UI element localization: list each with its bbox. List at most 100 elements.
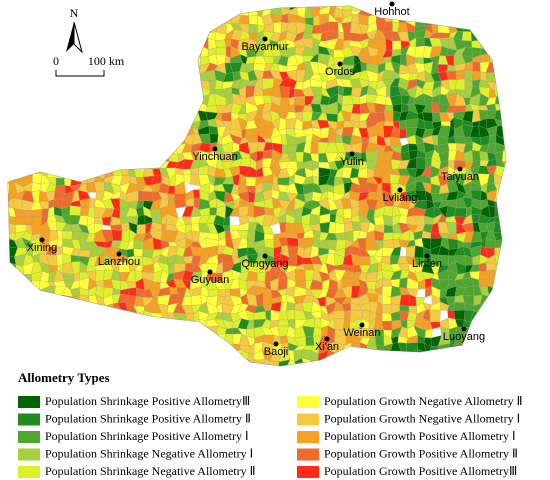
county-cell (46, 358, 58, 366)
legend-label: Population Growth Negative Allometry Ⅱ (324, 394, 523, 408)
county-cell (174, 48, 186, 58)
county-cell (206, 350, 219, 361)
county-cell (382, 366, 393, 376)
county-cell (63, 312, 73, 321)
county-cell (49, 285, 56, 298)
county-cell (56, 13, 65, 27)
county-cell (414, 45, 425, 58)
county-cell (286, 309, 296, 321)
county-cell (135, 30, 143, 42)
county-cell (144, 149, 154, 159)
county-cell (45, 117, 57, 130)
county-cell (431, 101, 440, 113)
county-cell (208, 342, 219, 351)
county-cell (522, 350, 530, 361)
county-cell (37, 46, 47, 59)
county-cell (150, 326, 163, 337)
county-cell (520, 190, 530, 203)
county-cell (158, 110, 170, 122)
county-cell (8, 294, 15, 305)
county-cell (512, 62, 523, 74)
legend-title: Allometry Types (18, 370, 110, 385)
county-cell (8, 238, 11, 250)
county-cell (502, 126, 506, 139)
county-cell (8, 350, 18, 360)
county-cell (167, 317, 176, 331)
county-cell (62, 230, 73, 240)
county-cell (29, 125, 42, 138)
county-cell (233, 368, 241, 377)
county-cell (431, 361, 439, 366)
county-cell (8, 365, 11, 366)
county-cell (382, 303, 392, 314)
county-cell (104, 30, 115, 42)
county-cell (8, 109, 10, 121)
county-cell (152, 94, 162, 104)
county-cell (94, 14, 106, 25)
county-cell (56, 126, 64, 136)
county-cell (437, 14, 448, 26)
county-cell (205, 326, 219, 338)
county-cell (150, 312, 162, 321)
county-cell (86, 142, 97, 154)
county-cell (270, 375, 282, 386)
county-cell (399, 304, 410, 312)
county-cell (101, 111, 112, 122)
county-cell (118, 326, 127, 336)
county-cell (198, 16, 211, 24)
county-cell (375, 111, 386, 123)
county-cell (128, 133, 139, 146)
county-cell (223, 358, 235, 366)
county-cell (399, 362, 410, 366)
county-cell (71, 93, 81, 107)
county-cell (341, 6, 353, 11)
county-cell (48, 317, 59, 331)
county-cell (383, 215, 393, 227)
county-cell (486, 15, 496, 24)
county-cell (69, 141, 83, 155)
county-cell (518, 166, 528, 175)
county-cell (174, 370, 186, 376)
county-cell (432, 9, 441, 16)
county-cell (191, 38, 202, 50)
county-cell (503, 69, 506, 82)
county-cell (177, 374, 186, 386)
county-cell (24, 286, 33, 297)
county-cell (126, 37, 137, 48)
county-cell (23, 101, 34, 113)
county-cell (150, 336, 163, 346)
county-cell (70, 318, 81, 330)
county-cell (342, 358, 352, 366)
county-cell (158, 85, 169, 98)
county-cell (48, 77, 58, 88)
county-cell (37, 158, 51, 167)
county-cell (127, 110, 139, 120)
county-cell (61, 102, 73, 112)
county-cell (518, 78, 529, 89)
county-cell (510, 222, 518, 233)
county-cell (22, 302, 33, 315)
county-cell (181, 30, 193, 39)
county-cell (438, 367, 446, 375)
county-cell (79, 78, 91, 88)
county-cell (79, 85, 89, 96)
county-cell (273, 21, 282, 34)
county-cell (8, 71, 17, 82)
county-cell (504, 333, 506, 345)
county-cell (518, 119, 530, 130)
county-cell (248, 202, 255, 206)
county-cell (374, 366, 384, 377)
county-cell (86, 334, 97, 344)
county-cell (8, 296, 11, 305)
county-cell (502, 61, 506, 72)
county-cell (72, 136, 83, 143)
county-cell (349, 350, 362, 362)
county-cell (39, 143, 51, 153)
county-cell (309, 365, 321, 366)
county-cell (8, 334, 10, 347)
county-cell (461, 31, 472, 42)
county-cell (109, 151, 123, 162)
county-cell (141, 317, 155, 331)
county-cell (520, 361, 530, 369)
county-cell (313, 327, 323, 337)
